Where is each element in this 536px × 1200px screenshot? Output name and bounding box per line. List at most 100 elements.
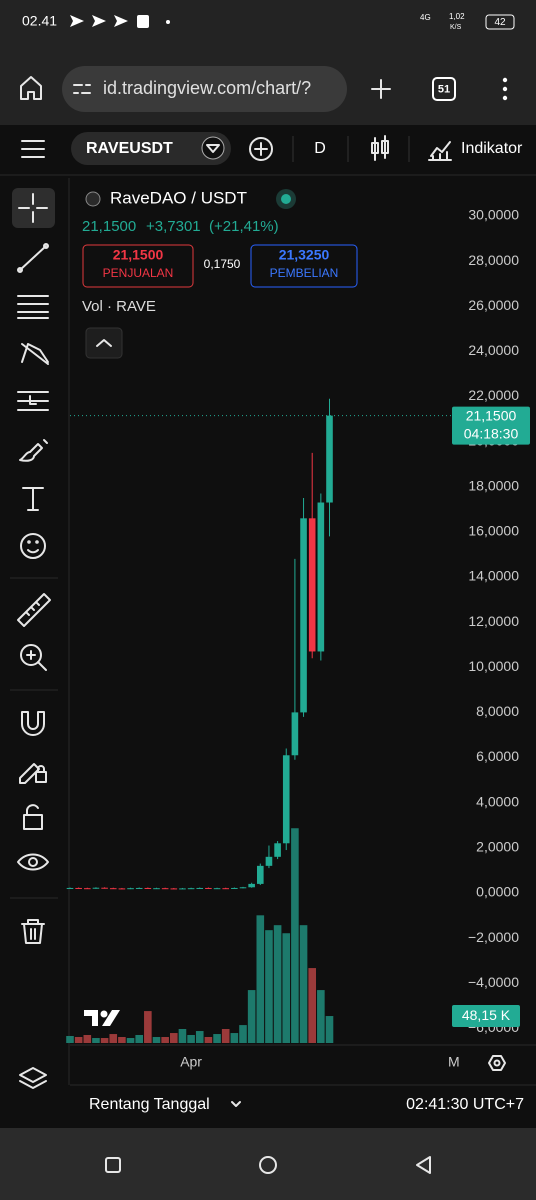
candle-body [101, 887, 108, 889]
interval[interactable]: D [314, 140, 326, 157]
collapse-icon [96, 339, 112, 347]
site-settings[interactable] [73, 84, 91, 94]
y-tick-label: 24,0000 [468, 342, 519, 358]
crosshair-tool[interactable] [12, 188, 55, 228]
volume-bar [247, 990, 256, 1043]
y-tick-label: 12,0000 [468, 613, 519, 629]
back-button[interactable] [416, 1156, 431, 1174]
y-tick-label: 14,0000 [468, 568, 519, 584]
volume-bar [273, 925, 282, 1043]
volume-bar [230, 1033, 239, 1043]
nav-bar [0, 1128, 536, 1200]
url-bar[interactable] [62, 66, 347, 112]
price-tag-price: 21,1500 [466, 407, 517, 423]
buy-button[interactable] [250, 244, 358, 288]
candle-body [84, 888, 91, 890]
y-tick-label: 4,0000 [476, 793, 519, 809]
candle-body [144, 887, 152, 889]
volume-bar [178, 1029, 187, 1043]
legend-change: +3,7301 [146, 218, 201, 235]
hamburger[interactable] [21, 140, 45, 158]
candle-body [274, 843, 281, 857]
candle-body [153, 888, 160, 890]
y-tick-label: 22,0000 [468, 387, 519, 403]
candle-body [282, 755, 290, 844]
sell-button[interactable] [82, 244, 194, 288]
axis-settings-dot [493, 1059, 501, 1067]
chart: 30,000028,000026,000024,000022,000020,00… [66, 207, 519, 1070]
candle-body [92, 887, 100, 889]
y-tick-label: 18,0000 [468, 477, 519, 493]
volume-bar [204, 1037, 213, 1043]
volume-bar [152, 1037, 161, 1043]
candle-body [231, 887, 238, 889]
volume-bar [291, 828, 299, 1043]
legend-change-pct: (+21,41%) [209, 218, 279, 235]
volume-bar [221, 1029, 230, 1043]
sell-price: 21,1500 [113, 247, 164, 263]
price-tag-box [452, 406, 530, 445]
network: 4G [420, 13, 431, 22]
indicators-icon [428, 141, 452, 161]
battery-level: 42 [494, 17, 506, 28]
compare-button[interactable] [249, 137, 273, 161]
chart-type[interactable] [371, 135, 389, 161]
volume-bar [282, 933, 291, 1043]
x-cut-label: M [448, 1054, 460, 1070]
legend-title: RaveDAO / USDT [110, 188, 247, 207]
speed-unit: K/S [450, 24, 462, 31]
candle-body [213, 888, 221, 890]
volume-bar [92, 1038, 100, 1043]
y-tick-label: 2,0000 [476, 838, 519, 854]
axis-settings[interactable] [488, 1055, 506, 1071]
home-button[interactable] [20, 76, 42, 100]
menu-button[interactable] [502, 77, 508, 101]
volume-bar [161, 1037, 169, 1043]
sell-label: PENJUALAN [103, 266, 174, 280]
tabs-button[interactable] [432, 77, 456, 101]
price-tag-countdown: 04:18:30 [464, 425, 519, 441]
recents-button[interactable] [105, 1157, 121, 1173]
y-tick-label: 28,0000 [468, 252, 519, 268]
tool-separators [10, 577, 58, 899]
volume-bar [126, 1038, 135, 1043]
volume-bar [265, 930, 273, 1043]
indicators[interactable]: Indikator [461, 140, 523, 157]
candle-body [308, 518, 316, 652]
symbol-logo [85, 191, 101, 207]
candle-body [161, 888, 169, 890]
symbol-search[interactable] [71, 132, 231, 165]
tool-icons[interactable] [17, 193, 51, 1089]
volume-bar [308, 968, 316, 1043]
candle-body [75, 887, 82, 889]
y-tick-label: 8,0000 [476, 703, 519, 719]
tab-count: 51 [438, 83, 450, 95]
volume-tag-box [452, 1005, 520, 1027]
volume-bar [100, 1038, 109, 1043]
tradingview-logo [84, 1010, 120, 1026]
home-nav-button[interactable] [259, 1156, 277, 1174]
volume-bar [66, 1036, 74, 1043]
date-range[interactable]: Rentang Tanggal [89, 1096, 210, 1113]
y-tick-label: 0,0000 [476, 884, 519, 900]
volume-bar [213, 1034, 221, 1043]
volume-bar [239, 1025, 247, 1043]
battery [485, 14, 515, 30]
volume-bar [83, 1034, 92, 1043]
x-tick-label: Apr [180, 1054, 202, 1070]
candle-body [179, 888, 186, 890]
new-tab[interactable] [371, 79, 391, 99]
collapse-legend[interactable] [85, 327, 123, 359]
volume-bar [109, 1034, 118, 1043]
candle-body [239, 887, 247, 889]
candle-body [300, 518, 307, 713]
candle-body [196, 887, 204, 889]
price-tag: 21,1500 04:18:30 [452, 406, 530, 445]
volume-bar [170, 1033, 178, 1043]
candle-body [118, 888, 126, 890]
volume-bar [118, 1037, 126, 1043]
volume-bar [325, 1016, 334, 1043]
candle-body [317, 502, 325, 652]
candle-body [326, 415, 333, 503]
timezone-clock[interactable]: 02:41:30 UTC+7 [406, 1096, 524, 1113]
